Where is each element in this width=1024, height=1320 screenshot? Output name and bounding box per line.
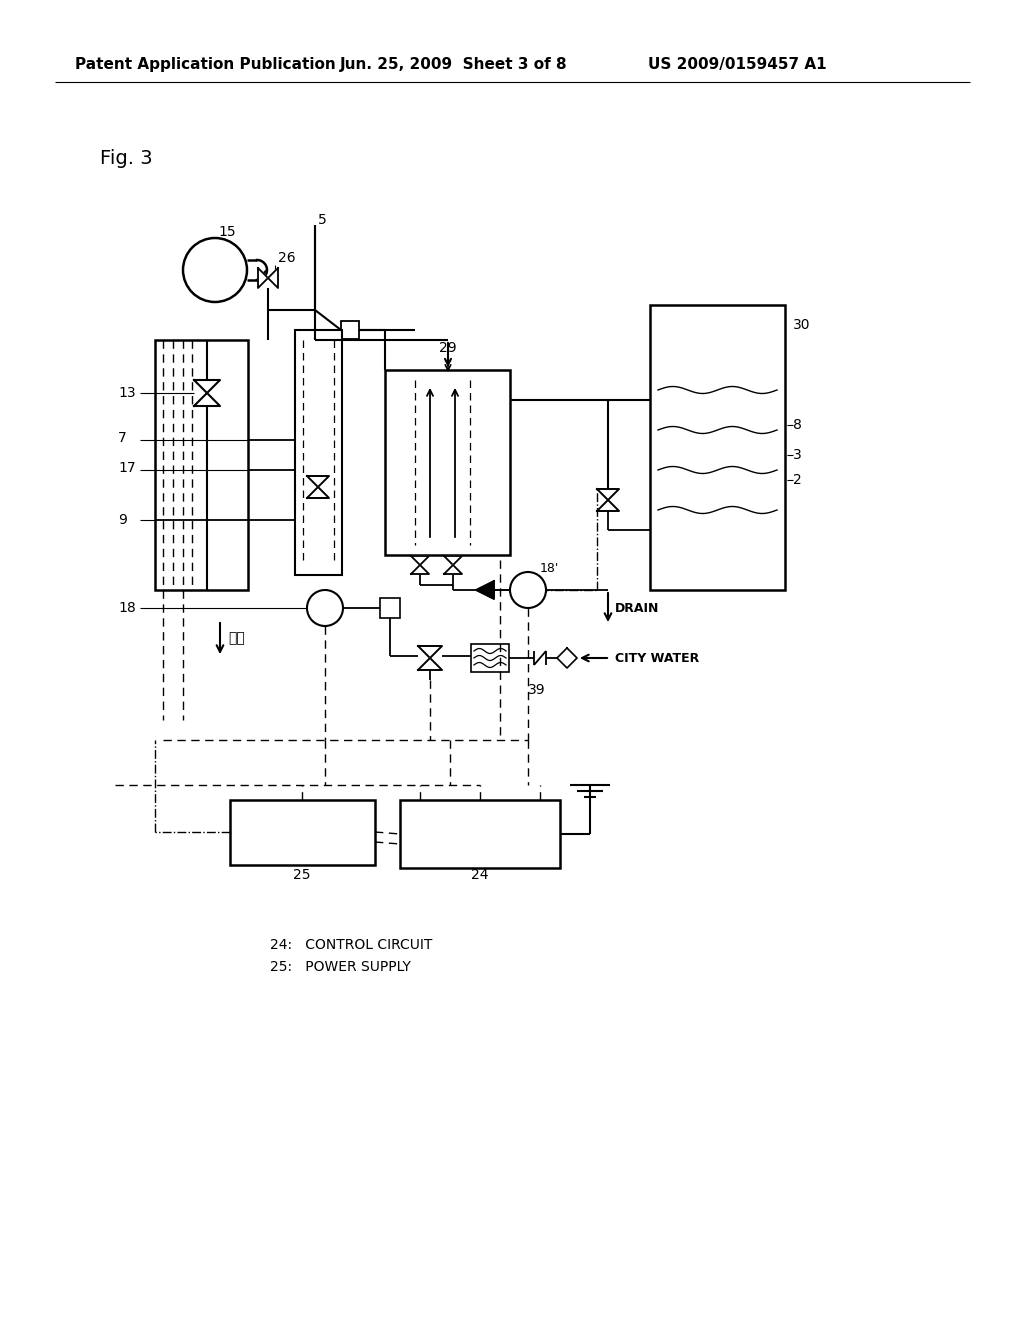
Polygon shape <box>411 565 429 574</box>
Polygon shape <box>418 657 442 671</box>
Text: 3: 3 <box>793 447 802 462</box>
Bar <box>471 644 509 672</box>
Polygon shape <box>268 268 278 288</box>
Polygon shape <box>476 581 494 599</box>
Text: 18: 18 <box>118 601 136 615</box>
Text: US 2009/0159457 A1: US 2009/0159457 A1 <box>648 58 826 73</box>
Polygon shape <box>444 556 462 565</box>
Polygon shape <box>597 500 618 511</box>
Text: Patent Application Publication: Patent Application Publication <box>75 58 336 73</box>
Bar <box>295 330 342 576</box>
Bar <box>400 800 560 869</box>
Circle shape <box>183 238 247 302</box>
Text: Fig. 3: Fig. 3 <box>100 149 153 168</box>
Text: 24:   CONTROL CIRCUIT: 24: CONTROL CIRCUIT <box>270 939 432 952</box>
Polygon shape <box>597 488 618 500</box>
Bar <box>155 341 248 590</box>
Circle shape <box>307 590 343 626</box>
Text: 25:   POWER SUPPLY: 25: POWER SUPPLY <box>270 960 411 974</box>
Polygon shape <box>258 268 268 288</box>
Polygon shape <box>307 477 329 487</box>
Text: 17: 17 <box>118 461 135 475</box>
Bar <box>650 305 785 590</box>
Text: 2: 2 <box>793 473 802 487</box>
Polygon shape <box>418 645 442 657</box>
Polygon shape <box>194 380 220 393</box>
Text: DRAIN: DRAIN <box>615 602 659 615</box>
Bar <box>230 800 375 865</box>
Text: Jun. 25, 2009  Sheet 3 of 8: Jun. 25, 2009 Sheet 3 of 8 <box>340 58 567 73</box>
Text: 5: 5 <box>318 213 327 227</box>
Text: 29: 29 <box>439 341 457 355</box>
Bar <box>341 321 359 339</box>
Text: CITY WATER: CITY WATER <box>615 652 699 664</box>
Bar <box>385 370 510 554</box>
Polygon shape <box>307 487 329 498</box>
Text: 39: 39 <box>528 682 546 697</box>
Text: 15: 15 <box>218 224 236 239</box>
Bar <box>380 598 400 618</box>
Text: 24: 24 <box>471 869 488 882</box>
Text: 25: 25 <box>293 869 310 882</box>
Polygon shape <box>411 556 429 565</box>
Text: 排水: 排水 <box>228 631 245 645</box>
Text: 13: 13 <box>118 385 135 400</box>
Circle shape <box>510 572 546 609</box>
Polygon shape <box>444 565 462 574</box>
Polygon shape <box>194 393 220 407</box>
Text: 30: 30 <box>793 318 811 333</box>
Text: 26: 26 <box>278 251 296 265</box>
Text: 8: 8 <box>793 418 802 432</box>
Text: 7: 7 <box>118 432 127 445</box>
Text: 9: 9 <box>118 513 127 527</box>
Text: 18': 18' <box>540 561 559 574</box>
